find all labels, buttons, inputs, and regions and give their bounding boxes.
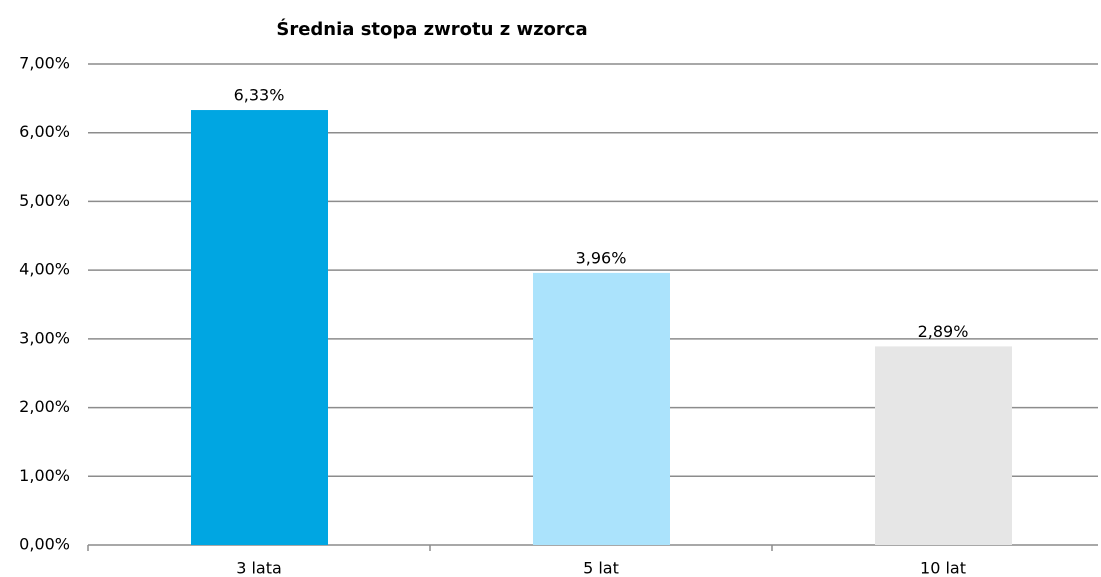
data-label: 3,96% [576, 248, 627, 267]
bar [533, 272, 670, 545]
y-tick-label: 5,00% [19, 191, 70, 210]
x-tick-label: 5 lat [583, 559, 619, 577]
x-tick-label: 10 lat [920, 559, 966, 577]
x-tick-label: 3 lata [236, 559, 282, 577]
y-tick-label: 6,00% [19, 122, 70, 141]
data-label: 2,89% [918, 322, 969, 341]
data-label: 6,33% [234, 86, 285, 105]
bar [191, 110, 328, 545]
y-tick-label: 4,00% [19, 260, 70, 279]
bar [875, 346, 1012, 545]
y-tick-label: 0,00% [19, 535, 70, 554]
y-tick-label: 1,00% [19, 466, 70, 485]
y-tick-label: 2,00% [19, 397, 70, 416]
chart-title: Średnia stopa zwrotu z wzorca [276, 18, 587, 40]
y-tick-label: 7,00% [19, 54, 70, 73]
y-tick-label: 3,00% [19, 328, 70, 347]
